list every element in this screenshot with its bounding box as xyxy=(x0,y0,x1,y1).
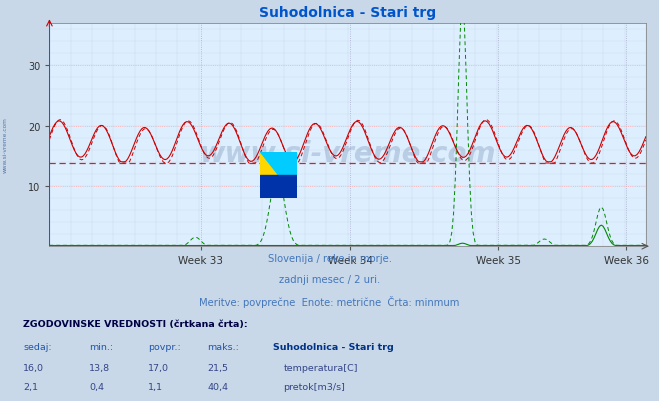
Text: Meritve: povprečne  Enote: metrične  Črta: minmum: Meritve: povprečne Enote: metrične Črta:… xyxy=(199,295,460,307)
Title: Suhodolnica - Stari trg: Suhodolnica - Stari trg xyxy=(259,6,436,20)
Text: temperatura[C]: temperatura[C] xyxy=(283,363,358,372)
Polygon shape xyxy=(260,152,297,198)
Polygon shape xyxy=(260,152,297,198)
Text: www.si-vreme.com: www.si-vreme.com xyxy=(3,117,8,172)
Text: povpr.:: povpr.: xyxy=(148,342,181,351)
Text: maks.:: maks.: xyxy=(208,342,239,351)
Text: pretok[m3/s]: pretok[m3/s] xyxy=(283,382,345,391)
Text: zadnji mesec / 2 uri.: zadnji mesec / 2 uri. xyxy=(279,274,380,284)
Text: www.si-vreme.com: www.si-vreme.com xyxy=(200,139,496,167)
Text: 21,5: 21,5 xyxy=(208,363,229,372)
Text: min.:: min.: xyxy=(89,342,113,351)
Text: 1,1: 1,1 xyxy=(148,382,163,391)
Text: sedaj:: sedaj: xyxy=(23,342,51,351)
Text: Suhodolnica - Stari trg: Suhodolnica - Stari trg xyxy=(273,342,394,351)
Text: 17,0: 17,0 xyxy=(148,363,169,372)
Text: Slovenija / reke in morje.: Slovenija / reke in morje. xyxy=(268,253,391,263)
Text: ZGODOVINSKE VREDNOSTI (črtkana črta):: ZGODOVINSKE VREDNOSTI (črtkana črta): xyxy=(23,319,248,328)
Text: 13,8: 13,8 xyxy=(89,363,110,372)
Text: 40,4: 40,4 xyxy=(208,382,229,391)
Polygon shape xyxy=(260,176,297,198)
Text: 16,0: 16,0 xyxy=(23,363,44,372)
Text: 2,1: 2,1 xyxy=(23,382,38,391)
Text: 0,4: 0,4 xyxy=(89,382,104,391)
